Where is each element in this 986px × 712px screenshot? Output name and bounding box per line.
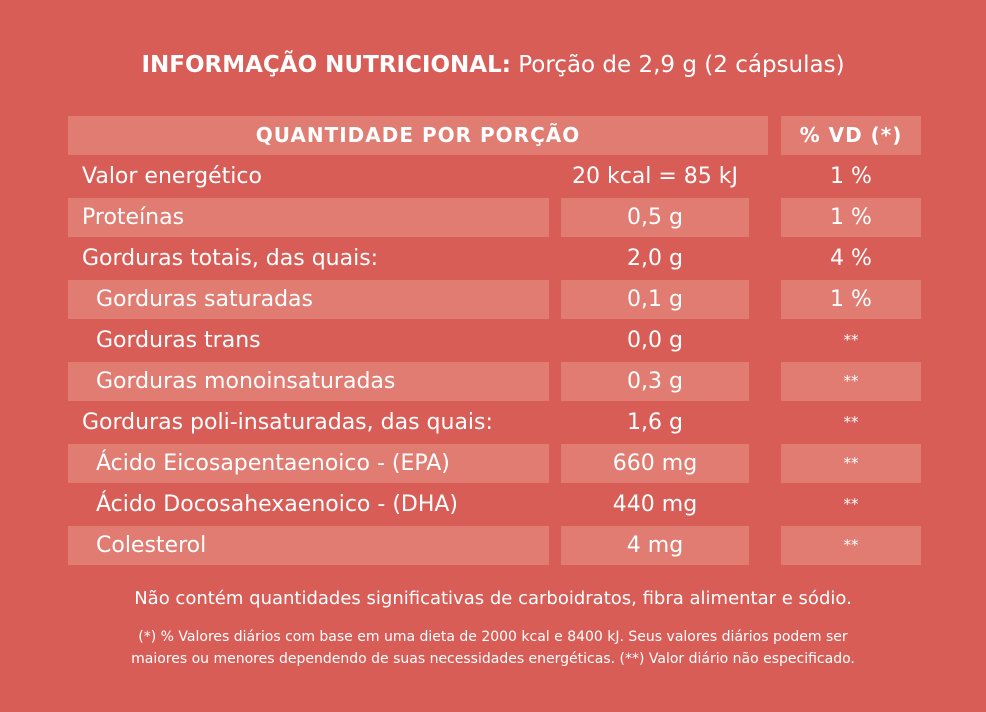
table-row: Gorduras saturadas 0,1 g 1 % (68, 280, 921, 321)
footnote-line: (*) % Valores diários com base em uma di… (138, 629, 848, 645)
row-vd: 4 % (830, 246, 872, 271)
table-row: Valor energético 20 kcal = 85 kJ 1 % (68, 157, 921, 198)
row-amount: 0,3 g (561, 362, 749, 401)
row-label: Gorduras totais, das quais: (82, 246, 379, 271)
row-vd: 1 % (781, 280, 921, 319)
row-label: Gorduras trans (96, 328, 261, 353)
nutrition-title: INFORMAÇÃO NUTRICIONAL: Porção de 2,9 g … (0, 52, 986, 78)
row-label: Gorduras monoinsaturadas (68, 362, 549, 401)
row-label: Gorduras poli-insaturadas, das quais: (82, 410, 493, 435)
table-row: Gorduras totais, das quais: 2,0 g 4 % (68, 239, 921, 280)
row-vd: ** (781, 444, 921, 483)
row-vd: ** (843, 331, 859, 349)
row-amount: 0,1 g (561, 280, 749, 319)
footnote-line: maiores ou menores dependendo de suas ne… (131, 651, 855, 667)
row-label: Ácido Docosahexaenoico - (DHA) (96, 492, 459, 517)
title-heading: INFORMAÇÃO NUTRICIONAL: (141, 52, 511, 78)
table-row: Gorduras monoinsaturadas 0,3 g ** (68, 362, 921, 403)
row-amount: 440 mg (612, 492, 698, 517)
row-vd: ** (781, 362, 921, 401)
row-label: Proteínas (68, 198, 549, 237)
footnote: (*) % Valores diários com base em uma di… (0, 626, 986, 670)
row-amount: 1,6 g (627, 410, 683, 435)
table-row: Gorduras trans 0,0 g ** (68, 321, 921, 362)
table-row: Ácido Docosahexaenoico - (DHA) 440 mg ** (68, 485, 921, 526)
header-quantity: QUANTIDADE POR PORÇÃO (68, 116, 768, 155)
row-vd: 1 % (830, 164, 872, 189)
row-amount: 0,5 g (561, 198, 749, 237)
row-amount: 2,0 g (627, 246, 683, 271)
row-vd: ** (843, 495, 859, 513)
table-header: QUANTIDADE POR PORÇÃO % VD (*) (68, 116, 921, 157)
row-amount: 660 mg (561, 444, 749, 483)
table-row: Proteínas 0,5 g 1 % (68, 198, 921, 239)
row-label: Valor energético (82, 164, 262, 189)
row-amount: 0,0 g (627, 328, 683, 353)
row-label: Colesterol (68, 526, 549, 565)
header-vd: % VD (*) (781, 116, 921, 155)
row-label: Gorduras saturadas (68, 280, 549, 319)
table-row: Colesterol 4 mg ** (68, 526, 921, 567)
row-amount: 4 mg (561, 526, 749, 565)
table-row: Ácido Eicosapentaenoico - (EPA) 660 mg *… (68, 444, 921, 485)
nutrition-table: QUANTIDADE POR PORÇÃO % VD (*) Valor ene… (68, 116, 921, 567)
row-vd: 1 % (781, 198, 921, 237)
table-row: Gorduras poli-insaturadas, das quais: 1,… (68, 403, 921, 444)
row-amount: 20 kcal = 85 kJ (571, 164, 739, 189)
not-significant-note: Não contém quantidades significativas de… (134, 588, 852, 609)
row-vd: ** (843, 413, 859, 431)
row-label: Ácido Eicosapentaenoico - (EPA) (68, 444, 549, 483)
row-vd: ** (781, 526, 921, 565)
title-portion: Porção de 2,9 g (2 cápsulas) (518, 52, 845, 78)
